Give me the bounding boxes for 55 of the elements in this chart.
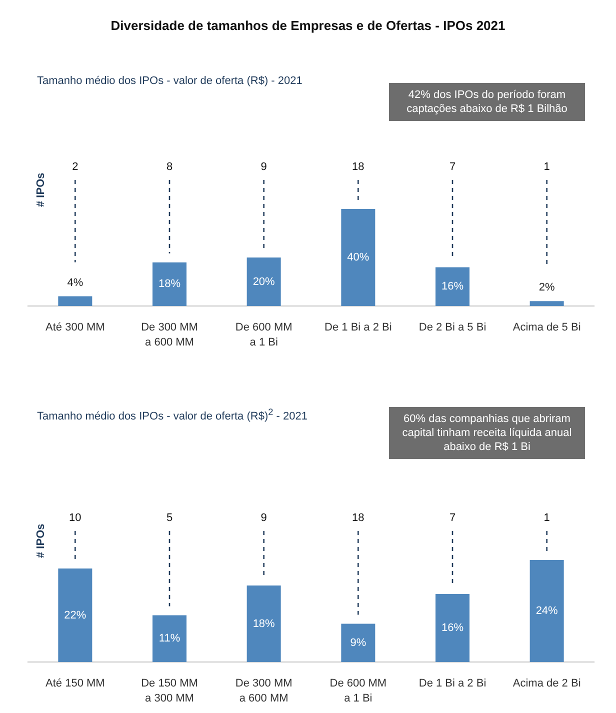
text: 9	[260, 512, 268, 524]
data-label: 22%	[64, 609, 86, 622]
text: 8	[165, 161, 174, 173]
x-tick-label: De 300 MM a 600 MM	[141, 322, 198, 348]
data-label: 11%	[158, 632, 180, 645]
chart-title: Diversidade de tamanhos de Empresas e de Ofertas - IPOs 2021	[110, 18, 506, 33]
text: 60% das companhias que abriram capital tinham receita líquida anual abaixo de R$ 1 Bi	[389, 407, 585, 459]
text: 7	[448, 512, 457, 524]
x-tick-label: Acima de 2 Bi	[512, 678, 581, 690]
text: 42% dos IPOs do período foram captações abaixo de R$ 1 Bilhão	[389, 83, 585, 121]
x-tick-label: De 1 Bi a 2 Bi	[418, 678, 486, 690]
x-tick-label: De 300 MM a 600 MM	[235, 678, 292, 704]
text: 18	[351, 161, 366, 173]
bar	[530, 560, 564, 662]
data-label: 2%	[538, 282, 555, 294]
bar	[530, 301, 564, 306]
text: 1	[542, 512, 551, 524]
bar	[436, 594, 470, 662]
text: 5	[165, 512, 174, 524]
data-label: 24%	[536, 605, 558, 617]
y-axis-title: # IPOs	[35, 172, 47, 207]
x-tick-label: Até 150 MM	[46, 678, 105, 690]
x-tick-label: De 600 MM a 1 Bi	[330, 678, 387, 704]
bar	[341, 209, 376, 306]
data-label: 20%	[252, 276, 276, 288]
chart-subtitle: Tamanho médio dos IPOs - valor de oferta (R$) - 2021	[37, 75, 302, 87]
text: 10	[68, 512, 82, 524]
x-tick-label: De 2 Bi a 5 Bi	[418, 322, 486, 334]
text: 1	[542, 161, 551, 173]
bar	[436, 267, 470, 306]
bar	[58, 296, 92, 306]
bar	[341, 624, 376, 662]
x-tick-label: De 600 MM a 1 Bi	[235, 322, 292, 348]
bar	[152, 262, 186, 306]
text: 9	[260, 161, 268, 173]
data-label: 16%	[441, 622, 464, 634]
data-label: 16%	[441, 280, 464, 293]
x-tick-label: De 1 Bi a 2 Bi	[324, 322, 392, 334]
x-tick-label: De 150 MM a 300 MM	[141, 678, 198, 704]
text: 18	[351, 512, 366, 524]
x-tick-label: Acima de 5 Bi	[512, 322, 581, 334]
bar	[246, 258, 281, 306]
data-label: 40%	[347, 252, 370, 264]
data-label: 9%	[350, 636, 366, 649]
data-label: 4%	[67, 276, 84, 289]
text: 2	[71, 161, 80, 173]
bar	[58, 568, 92, 662]
bar	[152, 615, 186, 662]
chart-subtitle: Tamanho médio dos IPOs - valor de oferta (R$)$^{2}$ - 2021	[37, 407, 308, 423]
bar	[246, 586, 281, 662]
text: 7	[448, 161, 457, 173]
data-label: 18%	[158, 278, 181, 290]
y-axis-title: # IPOs	[35, 524, 47, 558]
x-tick-label: Até 300 MM	[46, 322, 105, 334]
data-label: 18%	[252, 618, 276, 630]
